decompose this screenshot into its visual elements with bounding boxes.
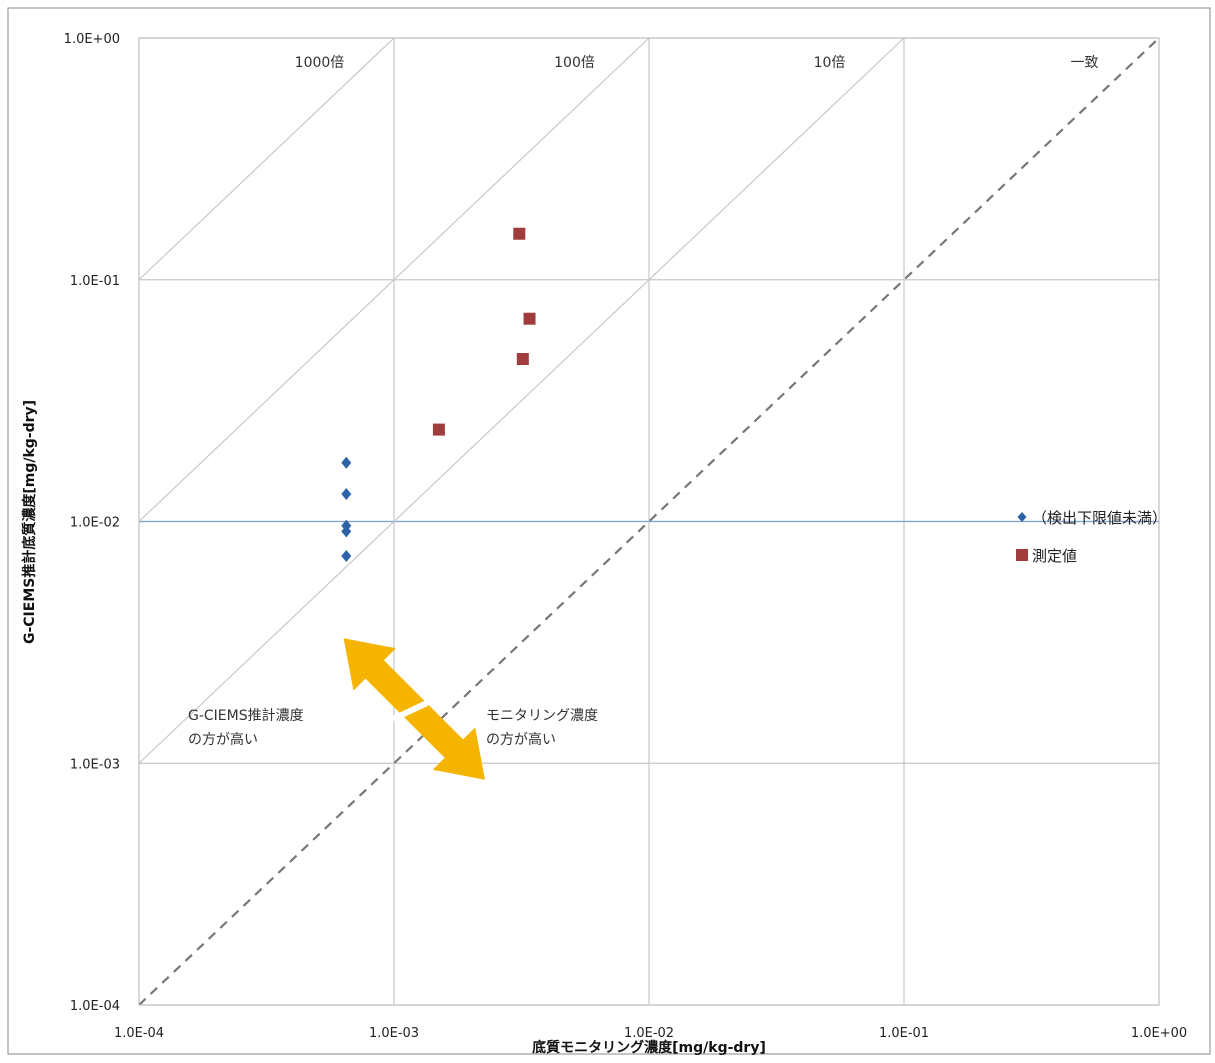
- data-point-square: [432, 423, 445, 436]
- plot-border-rect: [138, 37, 1160, 1006]
- double-arrow: [343, 638, 485, 780]
- legend-label: （検出下限値未満）: [1032, 509, 1167, 527]
- ratio-label: 10倍: [814, 55, 846, 71]
- data-point-diamond: [341, 525, 352, 538]
- ratio-labels: 1000倍 100倍 10倍 一致: [295, 55, 1099, 71]
- ratio-label: 一致: [1071, 55, 1099, 71]
- y-tick-label: 1.0E-02: [70, 516, 120, 531]
- annotation-right-line: の方が高い: [486, 731, 556, 748]
- x-tick-label: 1.0E-01: [879, 1026, 929, 1041]
- legend: （検出下限値未満） 測定値: [1016, 509, 1167, 565]
- ratio-label: 100倍: [554, 55, 595, 71]
- x-tick-label: 1.0E-03: [369, 1026, 419, 1041]
- plot-area-border: [138, 37, 1160, 1006]
- y-tick-labels: 1.0E-04 1.0E-03 1.0E-02 1.0E-01 1.0E+00: [64, 32, 120, 1014]
- data-point-square: [513, 227, 526, 240]
- legend-marker-diamond: [1017, 512, 1027, 522]
- y-tick-label: 1.0E-03: [70, 757, 120, 772]
- data-point-diamond: [341, 456, 352, 469]
- data-point-square: [523, 312, 536, 325]
- ratio-line-1000: [138, 37, 395, 281]
- y-axis-title: G-CIEMS推計底質濃度[mg/kg-dry]: [21, 400, 38, 644]
- x-tick-labels: 1.0E-04 1.0E-03 1.0E-02 1.0E-01 1.0E+00: [114, 1026, 1187, 1041]
- x-axis-title: 底質モニタリング濃度[mg/kg-dry]: [532, 1039, 766, 1056]
- y-tick-label: 1.0E+00: [64, 32, 120, 47]
- data-point-square: [516, 353, 529, 366]
- arrow-gap: [391, 696, 437, 722]
- x-tick-label: 1.0E-02: [624, 1026, 674, 1041]
- legend-label: 測定値: [1032, 547, 1077, 565]
- y-tick-label: 1.0E-04: [70, 999, 120, 1014]
- y-tick-label: 1.0E-01: [70, 274, 120, 289]
- ratio-lines: [138, 37, 1160, 1006]
- ratio-line-10: [138, 37, 905, 764]
- ratio-line-100: [138, 37, 650, 522]
- annotation-left-line: G-CIEMS推計濃度: [188, 708, 304, 724]
- x-tick-label: 1.0E-04: [114, 1026, 164, 1041]
- annotation-right-line: モニタリング濃度: [486, 708, 598, 724]
- chart-border: [7, 7, 1211, 1055]
- legend-marker-square: [1016, 549, 1028, 561]
- data-point-diamond: [341, 487, 352, 500]
- data-points: [341, 227, 536, 562]
- annotation-left-line: の方が高い: [188, 731, 258, 748]
- data-point-diamond: [341, 549, 352, 562]
- ratio-label: 1000倍: [295, 55, 345, 71]
- ratio-line-1: [138, 37, 1160, 1006]
- x-tick-label: 1.0E+00: [1131, 1026, 1187, 1041]
